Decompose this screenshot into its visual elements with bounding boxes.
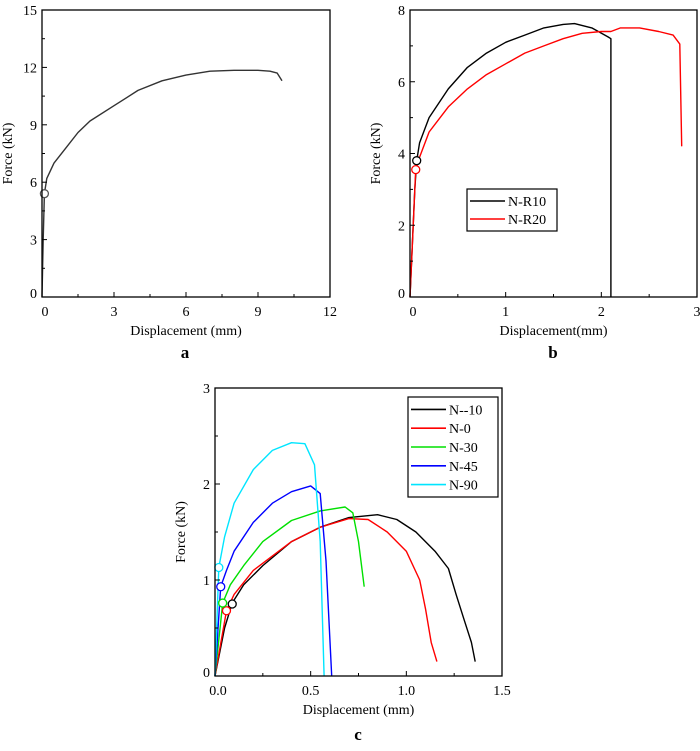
x-tick-label: 0.5 [302, 684, 320, 699]
y-tick-label: 2 [398, 219, 405, 234]
x-tick-label: 0.0 [209, 684, 227, 699]
y-tick-label: 4 [398, 148, 405, 163]
y-tick-label: 3 [30, 234, 37, 249]
yield-point-marker-N--10 [227, 599, 237, 609]
x-tick-label: 6 [183, 305, 190, 320]
legend-box [466, 188, 558, 232]
yield-point-marker-N-0 [221, 606, 232, 616]
y-tick-label: 0 [398, 287, 405, 302]
legend-label: N--10 [449, 403, 482, 418]
x-tick-label: 0 [410, 305, 417, 320]
legend-label: N-R20 [508, 213, 546, 228]
y-tick-label: 15 [23, 4, 37, 19]
series-line-N-30 [214, 506, 365, 677]
yield-point-marker-N-45 [216, 582, 226, 592]
legend-label: N-R10 [508, 195, 546, 210]
panel-a: 0 3 6 9 12 0 3 6 9 12 15 Displacement (mm) Force (kN… [1, 4, 337, 362]
panel-c: 0.0 0.5 1.0 1.5 0 1 2 3 Displacement (mm) Force (… [174, 382, 511, 744]
panel-label: a [181, 343, 190, 362]
x-axis-label: Displacement (mm) [303, 703, 415, 718]
series-line-N-R10 [409, 22, 612, 298]
y-tick-label: 2 [203, 478, 210, 493]
x-tick-label: 1 [502, 305, 509, 320]
x-tick-label: 0 [42, 305, 49, 320]
yield-point-marker-N-30 [218, 598, 228, 608]
series-line-N-0 [214, 517, 438, 677]
yield-point-marker-N-90 [214, 562, 224, 573]
y-axis-label: Force (kN) [1, 122, 16, 184]
series-line-N--10 [214, 514, 476, 677]
legend: N-R10 N-R20 [466, 188, 558, 232]
y-tick-label: 8 [398, 4, 405, 19]
x-tick-label: 1.0 [398, 684, 416, 699]
series-line-N-90 [214, 442, 325, 677]
x-tick-label: 3 [694, 305, 700, 320]
y-tick-label: 12 [23, 61, 37, 76]
y-tick-label: 6 [30, 176, 37, 191]
x-axis-label: Displacement(mm) [499, 324, 607, 339]
legend-label: N-0 [449, 422, 471, 437]
y-tick-label: 9 [30, 119, 37, 134]
series-line-N-R20 [409, 27, 683, 298]
y-tick-label: 1 [203, 574, 210, 589]
y-axis-label: Force (kN) [174, 501, 189, 563]
plot-frame [409, 9, 698, 298]
panel-b: 0 1 2 3 0 2 4 6 8 Displacement(mm) Force (kN) b N-R1… [369, 4, 700, 362]
legend: N--10 N-0 N-30 N-45 N-90 [407, 396, 499, 498]
x-tick-label: 9 [255, 305, 262, 320]
y-tick-label: 0 [30, 287, 37, 302]
y-tick-label: 6 [398, 76, 405, 91]
legend-label: N-30 [449, 441, 478, 456]
plot-frame [41, 9, 331, 298]
x-tick-label: 12 [323, 305, 337, 320]
x-tick-label: 3 [111, 305, 118, 320]
series-line-0 [41, 69, 283, 298]
yield-point-marker-N-R20 [411, 164, 421, 175]
legend-label: N-90 [449, 479, 478, 494]
panel-label: c [354, 725, 362, 744]
panel-label: b [548, 343, 557, 362]
yield-point-marker-N-R10 [412, 156, 422, 166]
y-tick-label: 3 [203, 382, 210, 397]
x-axis-label: Displacement (mm) [130, 324, 242, 339]
x-tick-label: 1.5 [493, 684, 511, 699]
y-axis-label: Force (kN) [369, 122, 384, 184]
x-tick-label: 2 [598, 305, 605, 320]
legend-label: N-45 [449, 460, 478, 475]
y-tick-label: 0 [203, 666, 210, 681]
series-line-N-45 [214, 485, 333, 677]
